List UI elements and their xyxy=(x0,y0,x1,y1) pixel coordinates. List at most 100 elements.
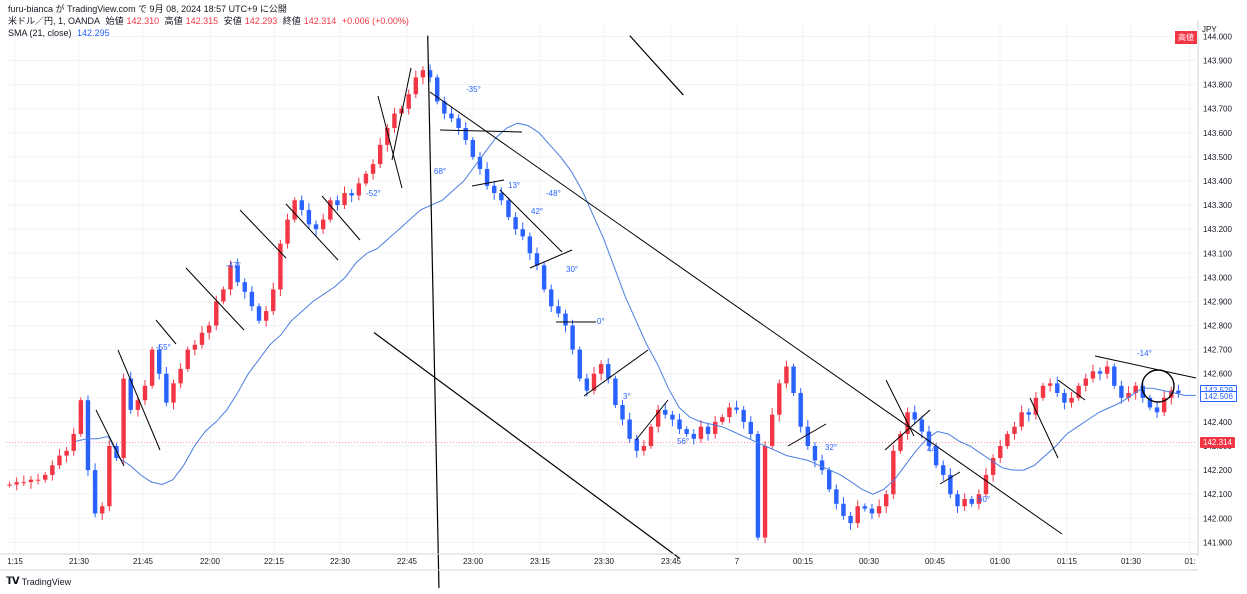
candle-body xyxy=(577,349,582,379)
candle-body xyxy=(142,385,148,401)
time-tick: 01:00 xyxy=(990,557,1011,566)
trend-line xyxy=(373,332,680,559)
price-tick: 142.700 xyxy=(1203,346,1232,355)
trend-line xyxy=(95,409,125,467)
angle-label: 13° xyxy=(508,181,520,190)
candle-body xyxy=(976,494,982,504)
candle-body xyxy=(748,421,754,434)
candle-body xyxy=(513,217,518,230)
candle-body xyxy=(941,465,946,475)
candle-body xyxy=(527,236,533,254)
candle-body xyxy=(769,414,775,446)
candle-body xyxy=(285,219,290,244)
candle-body xyxy=(1047,383,1053,386)
candle-body xyxy=(256,306,262,321)
candle-body xyxy=(57,455,62,466)
time-tick: 00:45 xyxy=(925,557,946,566)
sma-label: SMA (21, close) xyxy=(8,28,72,38)
trend-line xyxy=(439,129,523,133)
time-tick: 23:00 xyxy=(463,557,484,566)
candle-body xyxy=(712,421,718,434)
high-badge: 高値 xyxy=(1175,31,1197,44)
candle-body xyxy=(1126,393,1131,398)
candle-body xyxy=(912,412,917,420)
candle-body xyxy=(1083,378,1088,386)
candle-body xyxy=(563,313,568,326)
angle-label: 56° xyxy=(677,437,689,446)
candle-body xyxy=(377,144,383,165)
candle-body xyxy=(21,482,27,484)
trend-line xyxy=(1057,379,1086,401)
candle-body xyxy=(655,409,661,427)
angle-label: -47° xyxy=(226,261,241,270)
candle-body xyxy=(1076,385,1081,398)
candle-body xyxy=(983,474,989,495)
candle-body xyxy=(606,364,611,379)
change-value: +0.006 (+0.00%) xyxy=(341,16,409,26)
trend-line xyxy=(629,35,684,96)
candle-body xyxy=(164,373,169,403)
price-tick: 143.000 xyxy=(1203,273,1232,282)
candle-body xyxy=(235,265,240,283)
trend-line xyxy=(635,399,669,441)
angle-label: -35° xyxy=(466,85,481,94)
candle-body xyxy=(449,113,454,119)
ohlc-legend: 米ドル／円, 1, OANDA 始値 142.310 高値 142.315 安値 14… xyxy=(8,16,412,27)
candle-body xyxy=(171,383,176,403)
candle-body xyxy=(157,349,162,374)
time-tick: 00:30 xyxy=(859,557,880,566)
candle-body xyxy=(634,438,639,451)
angle-label: -55° xyxy=(156,343,171,352)
open-label: 始値 xyxy=(105,16,124,26)
candle-body xyxy=(762,446,768,538)
open-value: 142.310 xyxy=(126,16,160,26)
time-tick: 23:15 xyxy=(530,557,551,566)
candle-body xyxy=(727,407,732,418)
candle-body xyxy=(463,128,468,141)
trend-line xyxy=(427,35,440,589)
trend-line xyxy=(583,349,649,397)
angle-label: 3° xyxy=(623,392,631,401)
candle-body xyxy=(720,417,725,422)
trend-line xyxy=(285,203,339,261)
candle-body xyxy=(442,101,447,114)
sma-legend[interactable]: SMA (21, close) 142.295 xyxy=(8,28,113,39)
candle-body xyxy=(613,378,618,406)
candle-body xyxy=(1005,433,1010,446)
price-tick: 143.800 xyxy=(1203,81,1232,90)
price-scale-label: 142.506 xyxy=(1200,390,1237,402)
time-tick: 23:45 xyxy=(661,557,682,566)
time-tick: 00:15 xyxy=(793,557,814,566)
price-tick: 143.900 xyxy=(1203,57,1232,66)
candle-body xyxy=(192,344,198,350)
axes: 144.000 143.900 143.800 143.700 143.600 143.5… xyxy=(0,20,1232,571)
price-tick: 143.300 xyxy=(1203,201,1232,210)
candle-body xyxy=(263,311,269,321)
trend-line xyxy=(499,189,563,253)
symbol-label[interactable]: 米ドル／円, 1, OANDA xyxy=(8,16,101,26)
candle-body xyxy=(691,433,696,439)
trend-line xyxy=(885,379,915,437)
candle-body xyxy=(100,506,105,514)
trend-line xyxy=(117,349,161,451)
price-tick: 141.900 xyxy=(1203,538,1232,547)
candle-body xyxy=(520,229,525,237)
candle-body xyxy=(420,70,426,78)
candle-body xyxy=(484,168,490,186)
price-tick: 142.100 xyxy=(1203,490,1232,499)
time-tick: 01:30 xyxy=(1121,557,1142,566)
candle-body xyxy=(456,118,461,128)
candle-body xyxy=(826,470,832,490)
angle-label: 30° xyxy=(566,265,578,274)
candle-body xyxy=(149,349,155,386)
candle-body xyxy=(898,433,903,451)
tradingview-logo[interactable]: 𝗧𝗩 TradingView xyxy=(6,576,71,587)
trend-line xyxy=(1094,355,1197,379)
close-label: 終値 xyxy=(282,16,301,26)
trend-line xyxy=(155,319,177,345)
candle-body xyxy=(798,393,803,427)
time-tick: 22:45 xyxy=(397,557,418,566)
candle-body xyxy=(948,474,953,495)
candle-body xyxy=(933,446,939,466)
